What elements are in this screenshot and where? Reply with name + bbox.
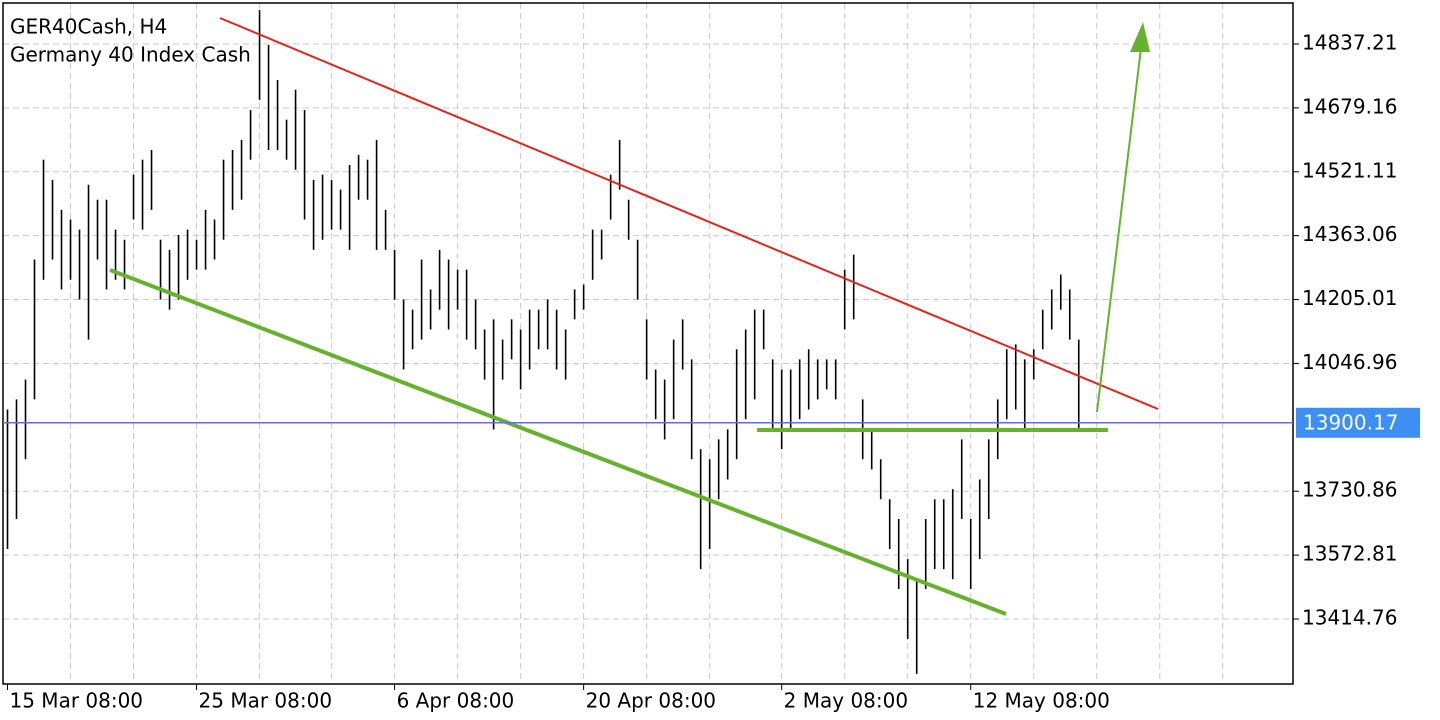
breakout-arrow: [1096, 47, 1142, 413]
plot-frame: [2, 2, 1294, 685]
y-tick-label: 14205.01: [1302, 286, 1397, 310]
x-tick-label: 6 Apr 08:00: [397, 689, 515, 713]
x-tick-label: 2 May 08:00: [784, 689, 908, 713]
y-tick-label: 14046.96: [1302, 350, 1397, 374]
chart-subtitle: Germany 40 Index Cash: [10, 43, 251, 67]
x-tick-label: 25 Mar 08:00: [199, 689, 333, 713]
y-tick-label: 13414.76: [1302, 605, 1397, 629]
current-price-label: 13900.17: [1303, 410, 1398, 434]
current-price-box: [1296, 407, 1420, 438]
resistance-trendline: [219, 17, 1159, 410]
axes: 14837.21 14679.16 14521.11 14363.06 14205.01…: [3, 31, 1420, 713]
grid: [3, 3, 1293, 684]
x-tick-label: 15 Mar 08:00: [10, 689, 144, 713]
x-tick-label: 12 May 08:00: [973, 689, 1110, 713]
x-tick-label: 20 Apr 08:00: [586, 689, 716, 713]
y-tick-label: 14679.16: [1302, 94, 1397, 118]
chart-title: GER40Cash, H4: [10, 15, 167, 39]
y-tick-label: 13572.81: [1302, 542, 1397, 566]
y-tick-label: 13730.86: [1302, 478, 1397, 502]
bars: [6, 10, 1080, 674]
y-tick-label: 14837.21: [1302, 31, 1397, 55]
support-trendline: [109, 268, 1007, 616]
y-tick-label: 14521.11: [1302, 158, 1397, 182]
breakout-arrow-head: [1130, 22, 1150, 52]
y-tick-label: 14363.06: [1302, 222, 1397, 246]
